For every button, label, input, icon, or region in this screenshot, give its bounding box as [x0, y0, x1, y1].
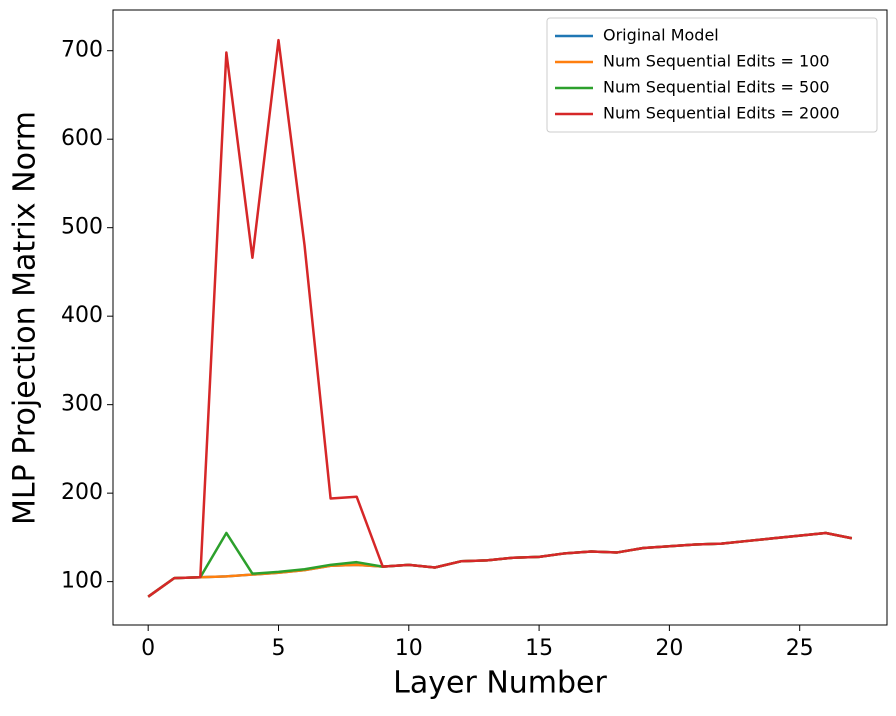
legend: Original Model Num Sequential Edits = 100… [546, 17, 878, 133]
x-tick-label: 0 [141, 636, 155, 661]
series-line [147, 531, 853, 598]
x-tick-label: 25 [786, 636, 814, 661]
y-tick-label: 300 [61, 392, 103, 417]
plot-frame [112, 9, 888, 626]
y-tick-label: 200 [61, 480, 103, 505]
series-line [147, 531, 853, 598]
legend-label: Num Sequential Edits = 100 [603, 52, 830, 71]
series-line [147, 531, 853, 598]
series-line [147, 38, 853, 598]
y-tick-label: 100 [61, 569, 103, 594]
y-tick-label: 700 [61, 38, 103, 63]
y-tick-label: 500 [61, 215, 103, 240]
legend-label: Num Sequential Edits = 500 [603, 78, 830, 97]
x-axis-label: Layer Number [393, 666, 607, 701]
legend-label: Num Sequential Edits = 2000 [603, 104, 840, 123]
legend-box [546, 17, 878, 133]
y-axis-label: MLP Projection Matrix Norm [8, 111, 43, 525]
y-tick-label: 400 [61, 303, 103, 328]
x-tick-label: 20 [655, 636, 683, 661]
legend-label: Original Model [603, 26, 719, 45]
y-tick-label: 600 [61, 126, 103, 151]
x-tick-label: 5 [271, 636, 285, 661]
x-tick-label: 10 [395, 636, 423, 661]
x-tick-label: 15 [525, 636, 553, 661]
